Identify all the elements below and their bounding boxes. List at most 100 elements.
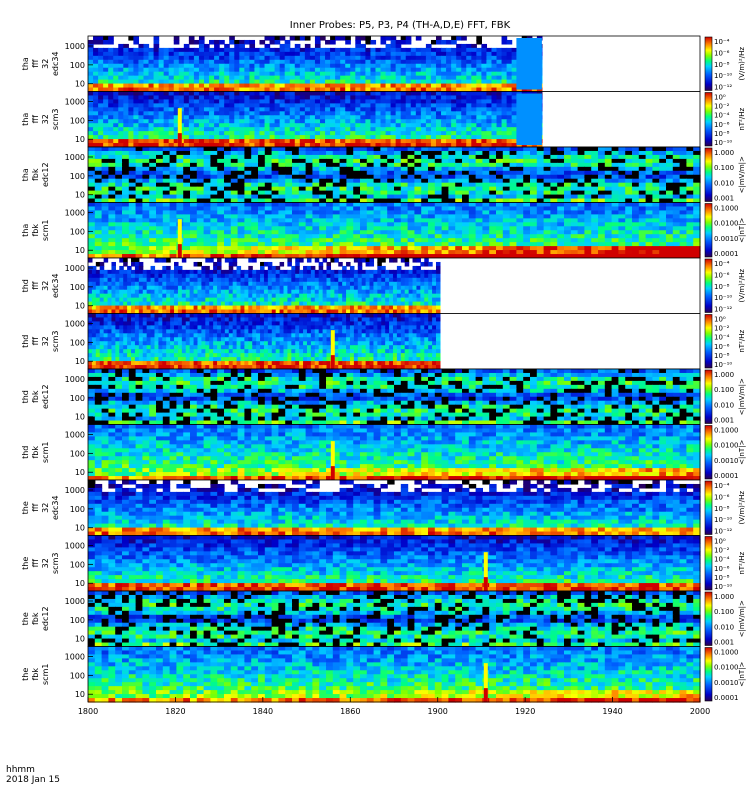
heatmap-cell xyxy=(244,194,252,200)
heatmap-cell xyxy=(210,214,218,219)
heatmap-cell xyxy=(577,166,585,172)
heatmap-cell xyxy=(183,234,191,239)
heatmap-cell xyxy=(123,43,129,49)
heatmap-cell xyxy=(340,55,346,61)
heatmap-cell xyxy=(340,36,346,41)
heatmap-cell xyxy=(679,182,687,188)
heatmap-cell xyxy=(405,143,412,148)
heatmap-cell xyxy=(108,254,116,259)
heatmap-cell xyxy=(203,222,211,227)
heatmap-cell xyxy=(350,99,356,104)
heatmap-cell xyxy=(486,79,493,85)
heatmap-cell xyxy=(659,214,667,219)
heatmap-cell xyxy=(234,51,240,57)
heatmap-cell xyxy=(304,135,311,140)
heatmap-cell xyxy=(249,143,256,148)
heatmap-cell xyxy=(506,143,513,148)
heatmap-cell xyxy=(304,123,311,128)
heatmap-cell xyxy=(339,150,347,156)
heatmap-cell xyxy=(254,103,261,108)
heatmap-cell xyxy=(375,51,382,57)
panel-label-line: 32 xyxy=(41,114,50,124)
heatmap-cell xyxy=(506,139,513,144)
heatmap-cell xyxy=(410,139,417,144)
heatmap-cell xyxy=(466,51,472,57)
heatmap-cell xyxy=(309,111,316,116)
heatmap-cell xyxy=(158,63,165,69)
heatmap-cell xyxy=(425,127,432,132)
heatmap-cell xyxy=(481,103,488,108)
heatmap-cell xyxy=(142,150,150,156)
heatmap-cell xyxy=(269,39,276,45)
heatmap-cell xyxy=(428,222,436,227)
heatmap-cell xyxy=(577,214,585,219)
heatmap-cell xyxy=(496,246,504,251)
heatmap-cell xyxy=(543,147,551,152)
heatmap-cell xyxy=(149,147,157,152)
heatmap-cell xyxy=(138,131,145,136)
heatmap-cell xyxy=(203,226,211,231)
heatmap-cell xyxy=(501,131,508,136)
heatmap-cell xyxy=(618,147,626,152)
heatmap-cell xyxy=(326,158,334,164)
heatmap-cell xyxy=(163,103,170,108)
heatmap-cell xyxy=(319,135,326,140)
heatmap-cell xyxy=(461,127,467,132)
heatmap-cell xyxy=(138,43,145,49)
heatmap-cell xyxy=(128,119,134,124)
heatmap-cell xyxy=(509,238,517,243)
heatmap-cell xyxy=(148,107,155,112)
heatmap-cell xyxy=(108,99,114,104)
heatmap-cell xyxy=(591,250,599,255)
heatmap-cell xyxy=(217,162,225,168)
heatmap-cell xyxy=(430,67,437,73)
heatmap-cell xyxy=(209,95,215,101)
heatmap-cell xyxy=(451,119,457,124)
heatmap-cell xyxy=(491,91,498,97)
heatmap-cell xyxy=(380,119,387,124)
heatmap-cell xyxy=(496,202,504,208)
heatmap-cell xyxy=(204,47,210,53)
heatmap-cell xyxy=(196,170,205,176)
heatmap-cell xyxy=(304,63,311,69)
heatmap-cell xyxy=(217,242,225,247)
heatmap-cell xyxy=(666,162,674,168)
heatmap-cell xyxy=(400,55,407,61)
heatmap-cell xyxy=(486,95,493,101)
heatmap-cell xyxy=(475,166,483,172)
heatmap-cell xyxy=(128,202,137,208)
heatmap-cell xyxy=(305,162,313,168)
heatmap-cell xyxy=(340,131,346,136)
heatmap-cell xyxy=(511,91,518,97)
heatmap-cell xyxy=(178,67,185,73)
heatmap-cell xyxy=(441,230,449,235)
heatmap-cell xyxy=(188,63,195,69)
heatmap-cell xyxy=(366,194,375,200)
heatmap-cell xyxy=(543,234,551,239)
panel-tail-fill xyxy=(516,93,542,145)
heatmap-cell xyxy=(373,206,381,212)
heatmap-cell xyxy=(108,154,116,160)
heatmap-cell xyxy=(135,186,143,192)
heatmap-cell xyxy=(169,226,177,231)
heatmap-cell xyxy=(269,79,276,85)
heatmap-cell xyxy=(390,83,397,89)
heatmap-cell xyxy=(577,210,585,215)
heatmap-cell xyxy=(679,246,687,251)
heatmap-cell xyxy=(94,150,103,156)
y-tick-label: 10 xyxy=(75,246,85,255)
heatmap-cell xyxy=(659,234,667,239)
heatmap-cell xyxy=(224,59,230,65)
heatmap-cell xyxy=(94,178,103,184)
heatmap-cell xyxy=(88,135,94,140)
heatmap-cell xyxy=(366,202,375,208)
heatmap-cell xyxy=(476,127,482,132)
heatmap-cell xyxy=(400,186,409,192)
heatmap-cell xyxy=(305,234,313,239)
heatmap-cell xyxy=(224,158,232,164)
heatmap-cell xyxy=(355,87,361,93)
heatmap-cell xyxy=(448,234,456,239)
heatmap-cell xyxy=(325,67,331,73)
heatmap-cell xyxy=(298,202,307,208)
heatmap-cell xyxy=(550,150,558,156)
